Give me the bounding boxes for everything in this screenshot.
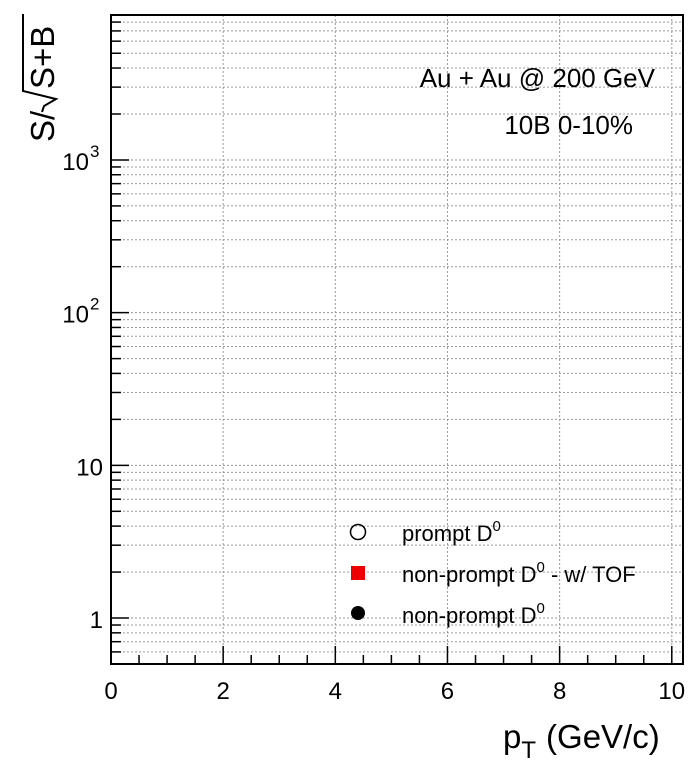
legend-marker-filled-circle: [351, 606, 365, 620]
x-tick-label: 0: [104, 678, 117, 705]
legend-label-nonprompt-tof-sup: 0: [537, 559, 545, 576]
legend-marker-open-circle: [349, 523, 367, 541]
legend-entry-prompt: prompt D0: [349, 518, 501, 546]
legend-label-prompt-name: prompt D: [402, 521, 492, 546]
x-tick-label: 4: [329, 678, 342, 705]
legend: prompt D0 non-prompt D0 - w/ TOF non-pro…: [349, 518, 636, 628]
legend-marker-filled-square: [351, 566, 365, 580]
x-tick-label: 10: [658, 678, 685, 705]
x-tick-label: 6: [441, 678, 454, 705]
x-axis-label-unit: (GeV/c): [546, 718, 660, 755]
legend-label-nonprompt-tof-name: non-prompt D: [402, 562, 537, 587]
x-axis-label: pT (GeV/c): [503, 718, 660, 764]
legend-entry-nonprompt-tof: non-prompt D0 - w/ TOF: [351, 559, 636, 587]
legend-label-nonprompt-tof: non-prompt D0 - w/ TOF: [402, 559, 636, 587]
axis-ticks: [110, 21, 673, 665]
sqrt-sign: [22, 14, 59, 113]
x-tick-labels: 0 2 4 6 8 10: [104, 678, 685, 705]
legend-label-prompt: prompt D0: [402, 518, 501, 546]
x-tick-label: 2: [216, 678, 229, 705]
y-axis-label-prefix: S/: [24, 110, 61, 142]
legend-label-nonprompt: non-prompt D0: [402, 600, 545, 628]
legend-entry-nonprompt: non-prompt D0: [351, 600, 545, 628]
x-axis-label-main: p: [503, 718, 521, 755]
annotation-collision: Au + Au @ 200 GeV: [420, 63, 656, 93]
y-tick-label: 10: [62, 302, 89, 329]
annotation-centrality: 10B 0-10%: [504, 110, 633, 140]
legend-label-nonprompt-name: non-prompt D: [402, 603, 537, 628]
y-axis-label: S/ S+B: [22, 14, 61, 142]
legend-label-nonprompt-sup: 0: [537, 600, 545, 617]
x-tick-label: 8: [553, 678, 566, 705]
plot-frame: [110, 14, 684, 665]
y-tick-label: 10: [76, 454, 103, 481]
legend-label-nonprompt-tof-suffix: - w/ TOF: [545, 562, 636, 587]
y-axis-label-radicand: S+B: [24, 26, 61, 89]
legend-label-prompt-sup: 0: [492, 518, 500, 535]
y-tick-label: 1: [90, 607, 103, 634]
x-axis-label-sub: T: [521, 737, 536, 764]
y-tick-label: 10: [62, 149, 89, 176]
y-tick-label-exponent: 2: [90, 295, 99, 314]
y-tick-label-exponent: 3: [90, 142, 99, 161]
